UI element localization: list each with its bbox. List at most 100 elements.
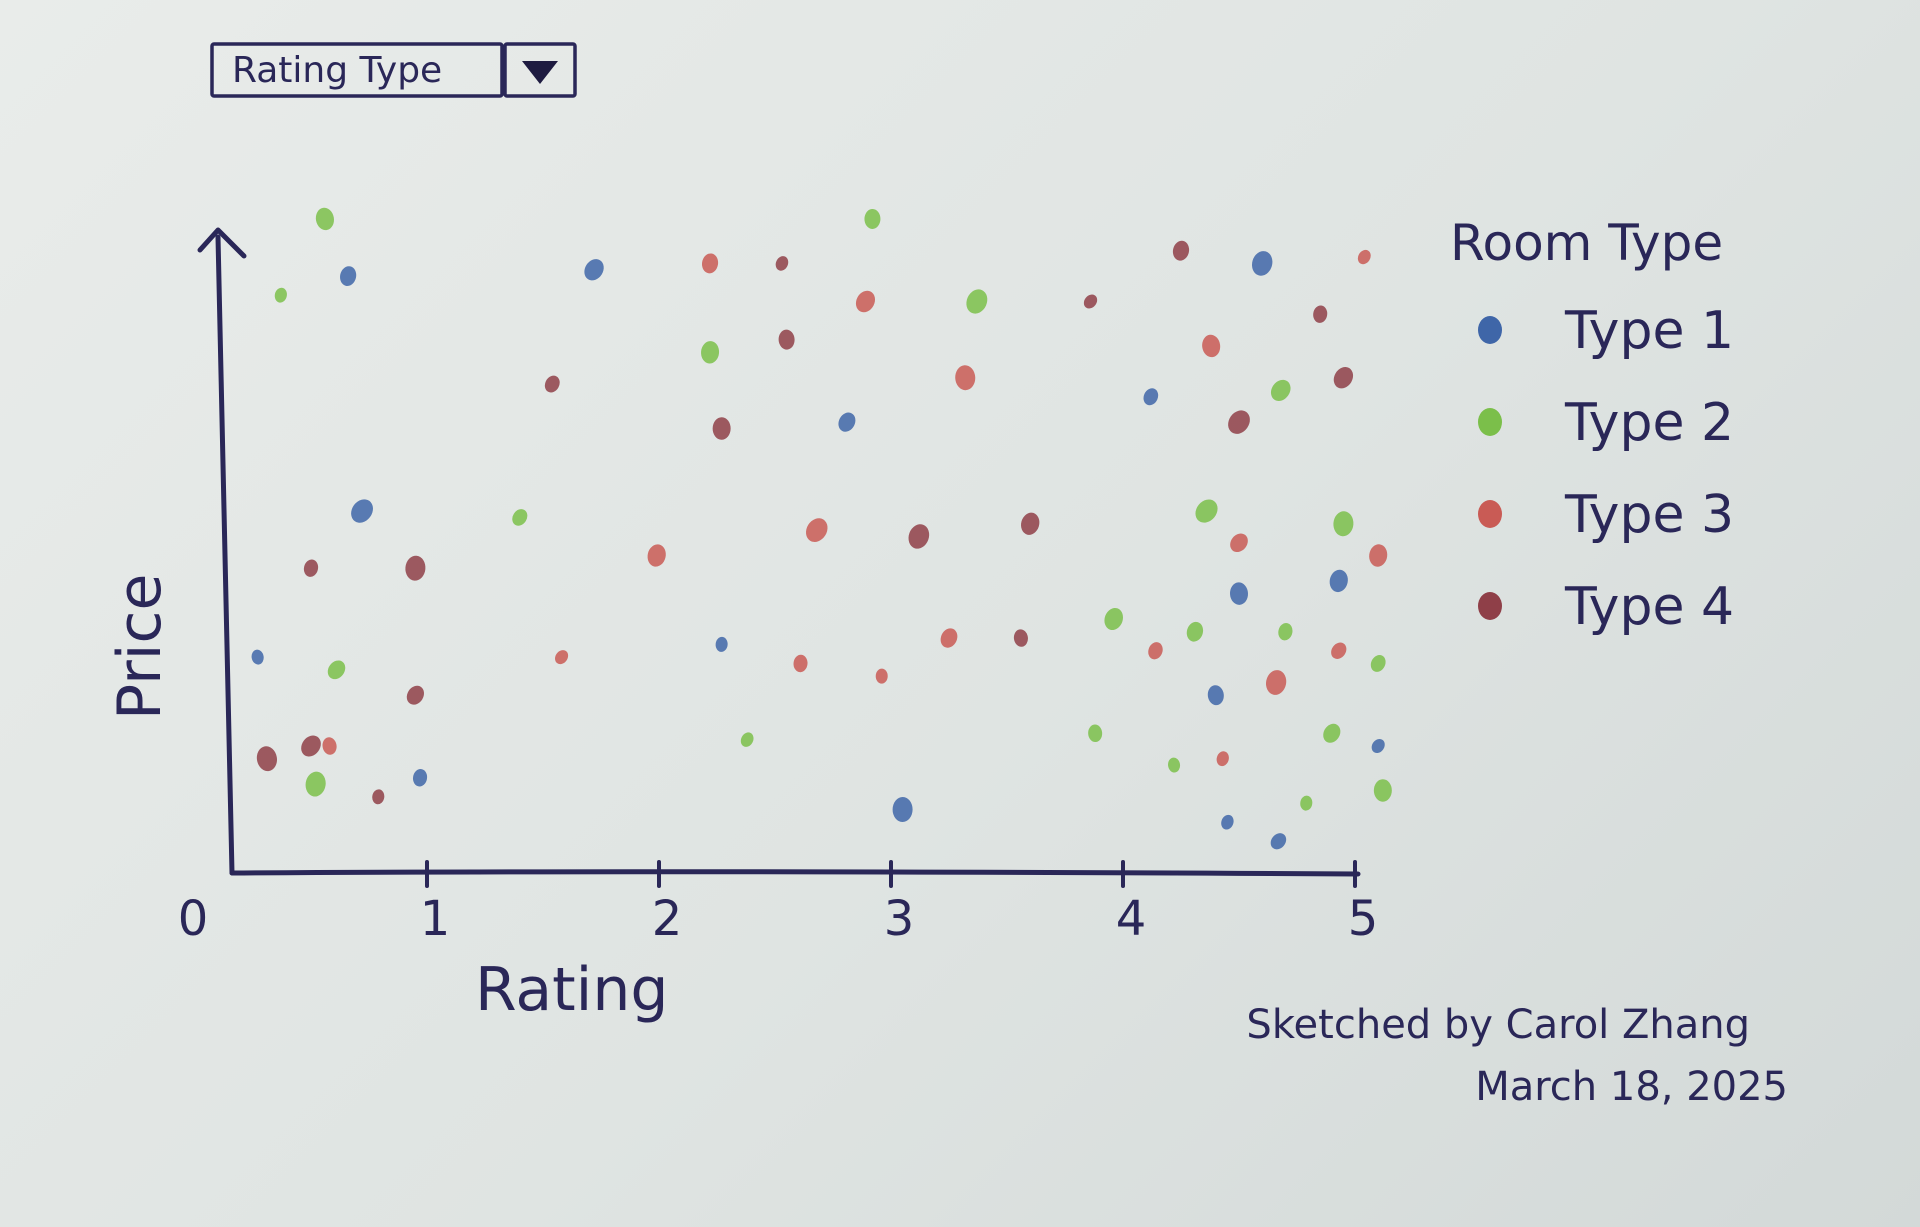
scatter-point-type-3 [855, 290, 876, 313]
scatter-point-type-4 [1313, 305, 1328, 323]
scatter-point-type-4 [544, 375, 560, 393]
legend-item: Type 2 [1478, 393, 1734, 453]
scatter-points [251, 207, 1392, 850]
scatter-point-type-4 [775, 256, 789, 271]
scatter-point-type-3 [1230, 533, 1248, 553]
scatter-point-type-2 [1088, 724, 1103, 743]
sketch-annotation: Sketched by Carol Zhang March 18, 2025 [1246, 1002, 1788, 1110]
scatter-point-type-1 [584, 259, 604, 281]
x-axis-line [229, 869, 1361, 877]
legend-swatch [1478, 316, 1502, 344]
dropdown-label: Rating Type [232, 50, 442, 91]
scatter-point-type-3 [793, 654, 808, 673]
annotation-author: Sketched by Carol Zhang [1246, 1002, 1750, 1048]
scatter-point-type-4 [1021, 512, 1040, 535]
scatter-point-type-3 [1357, 249, 1371, 265]
dropdown-field[interactable] [210, 42, 504, 98]
scatter-point-type-2 [315, 207, 334, 231]
legend-swatch [1478, 500, 1502, 528]
scatter-point-type-1 [1329, 569, 1348, 593]
annotation-date: March 18, 2025 [1475, 1064, 1788, 1110]
legend-label: Type 1 [1564, 301, 1734, 361]
scatter-point-type-4 [712, 417, 731, 440]
scatter-point-type-4 [301, 735, 321, 757]
scatter-point-type-3 [940, 628, 958, 648]
scatter-point-type-3 [1216, 751, 1229, 767]
scatter-point-type-1 [251, 649, 264, 665]
dropdown-toggle-button[interactable] [503, 42, 577, 98]
scatter-point-type-4 [1013, 629, 1028, 647]
y-axis-line [215, 234, 235, 876]
scatter-point-type-3 [1331, 642, 1347, 659]
scatter-point-type-2 [1323, 723, 1341, 743]
scatter-point-type-2 [327, 660, 346, 680]
scatter-point-type-3 [1369, 544, 1388, 567]
scatter-point-type-4 [778, 329, 795, 350]
x-axis-title: Rating [475, 955, 668, 1025]
x-axis-ticks [425, 860, 1357, 888]
legend-item: Type 4 [1478, 577, 1734, 637]
legend-item: Type 1 [1478, 301, 1734, 361]
scatter-point-type-1 [1221, 814, 1234, 830]
legend-swatch [1478, 592, 1502, 620]
legend-title: Room Type [1450, 214, 1723, 272]
y-axis-arrowhead [197, 227, 247, 259]
scatter-point-type-1 [351, 499, 373, 523]
x-tick-label: 4 [1116, 891, 1147, 947]
legend: Room Type Type 1 Type 2 Type 3 Type 4 [1450, 214, 1734, 637]
scatter-point-type-4 [303, 559, 319, 577]
scatter-point-type-4 [372, 789, 385, 805]
legend-item: Type 3 [1478, 485, 1734, 545]
scatter-point-type-2 [1370, 655, 1386, 672]
scatter-point-type-2 [864, 208, 881, 229]
scatter-point-type-4 [1172, 240, 1190, 261]
legend-swatch [1478, 408, 1502, 436]
scatter-point-type-3 [647, 544, 666, 567]
scatter-point-type-4 [1333, 367, 1354, 389]
scatter-point-type-1 [340, 266, 357, 287]
scatter-point-type-2 [1195, 499, 1218, 523]
scatter-point-type-4 [1083, 294, 1098, 309]
scatter-point-type-2 [274, 287, 287, 303]
scatter-point-type-3 [1202, 334, 1221, 358]
scatter-point-type-2 [1168, 757, 1181, 773]
scatter-point-type-3 [322, 737, 337, 755]
scatter-point-type-4 [405, 555, 426, 581]
legend-label: Type 3 [1564, 485, 1734, 545]
scatter-point-type-3 [701, 253, 719, 274]
scatter-point-type-2 [1300, 795, 1313, 811]
scatter-point-type-2 [966, 289, 988, 314]
scatter-point-type-4 [406, 685, 425, 705]
rating-type-dropdown[interactable]: Rating Type [210, 42, 577, 98]
scatter-point-type-2 [1333, 511, 1354, 537]
scatter-point-type-2 [1270, 379, 1291, 401]
chart-axes [197, 227, 1361, 877]
scatter-point-type-1 [838, 412, 856, 432]
x-tick-label: 0 [178, 891, 209, 947]
x-tick-label: 3 [884, 891, 915, 947]
scatter-point-type-1 [1207, 685, 1224, 706]
scatter-point-type-3 [1265, 670, 1287, 695]
scatter-point-type-2 [305, 771, 326, 797]
legend-label: Type 2 [1564, 393, 1734, 453]
legend-label: Type 4 [1564, 577, 1734, 637]
x-tick-label: 5 [1348, 891, 1379, 947]
scatter-point-type-1 [715, 636, 728, 652]
scatter-point-type-2 [1104, 607, 1124, 631]
scatter-point-type-3 [955, 365, 976, 391]
scatter-point-type-2 [1373, 779, 1392, 802]
scatter-point-type-4 [908, 524, 930, 549]
x-axis-tick-labels: 0 1 2 3 4 5 [178, 891, 1379, 947]
scatter-point-type-1 [412, 769, 428, 787]
scatter-point-type-1 [1143, 388, 1159, 406]
scatter-point-type-2 [512, 509, 528, 526]
scatter-point-type-3 [1148, 642, 1163, 660]
scatter-point-type-1 [1270, 833, 1287, 850]
scatter-point-type-1 [1229, 582, 1249, 605]
scatter-point-type-3 [875, 668, 888, 684]
scatter-point-type-2 [701, 341, 720, 364]
scatter-point-type-1 [892, 797, 913, 822]
scatter-point-type-4 [1228, 410, 1250, 434]
y-axis-title: Price [105, 574, 175, 720]
